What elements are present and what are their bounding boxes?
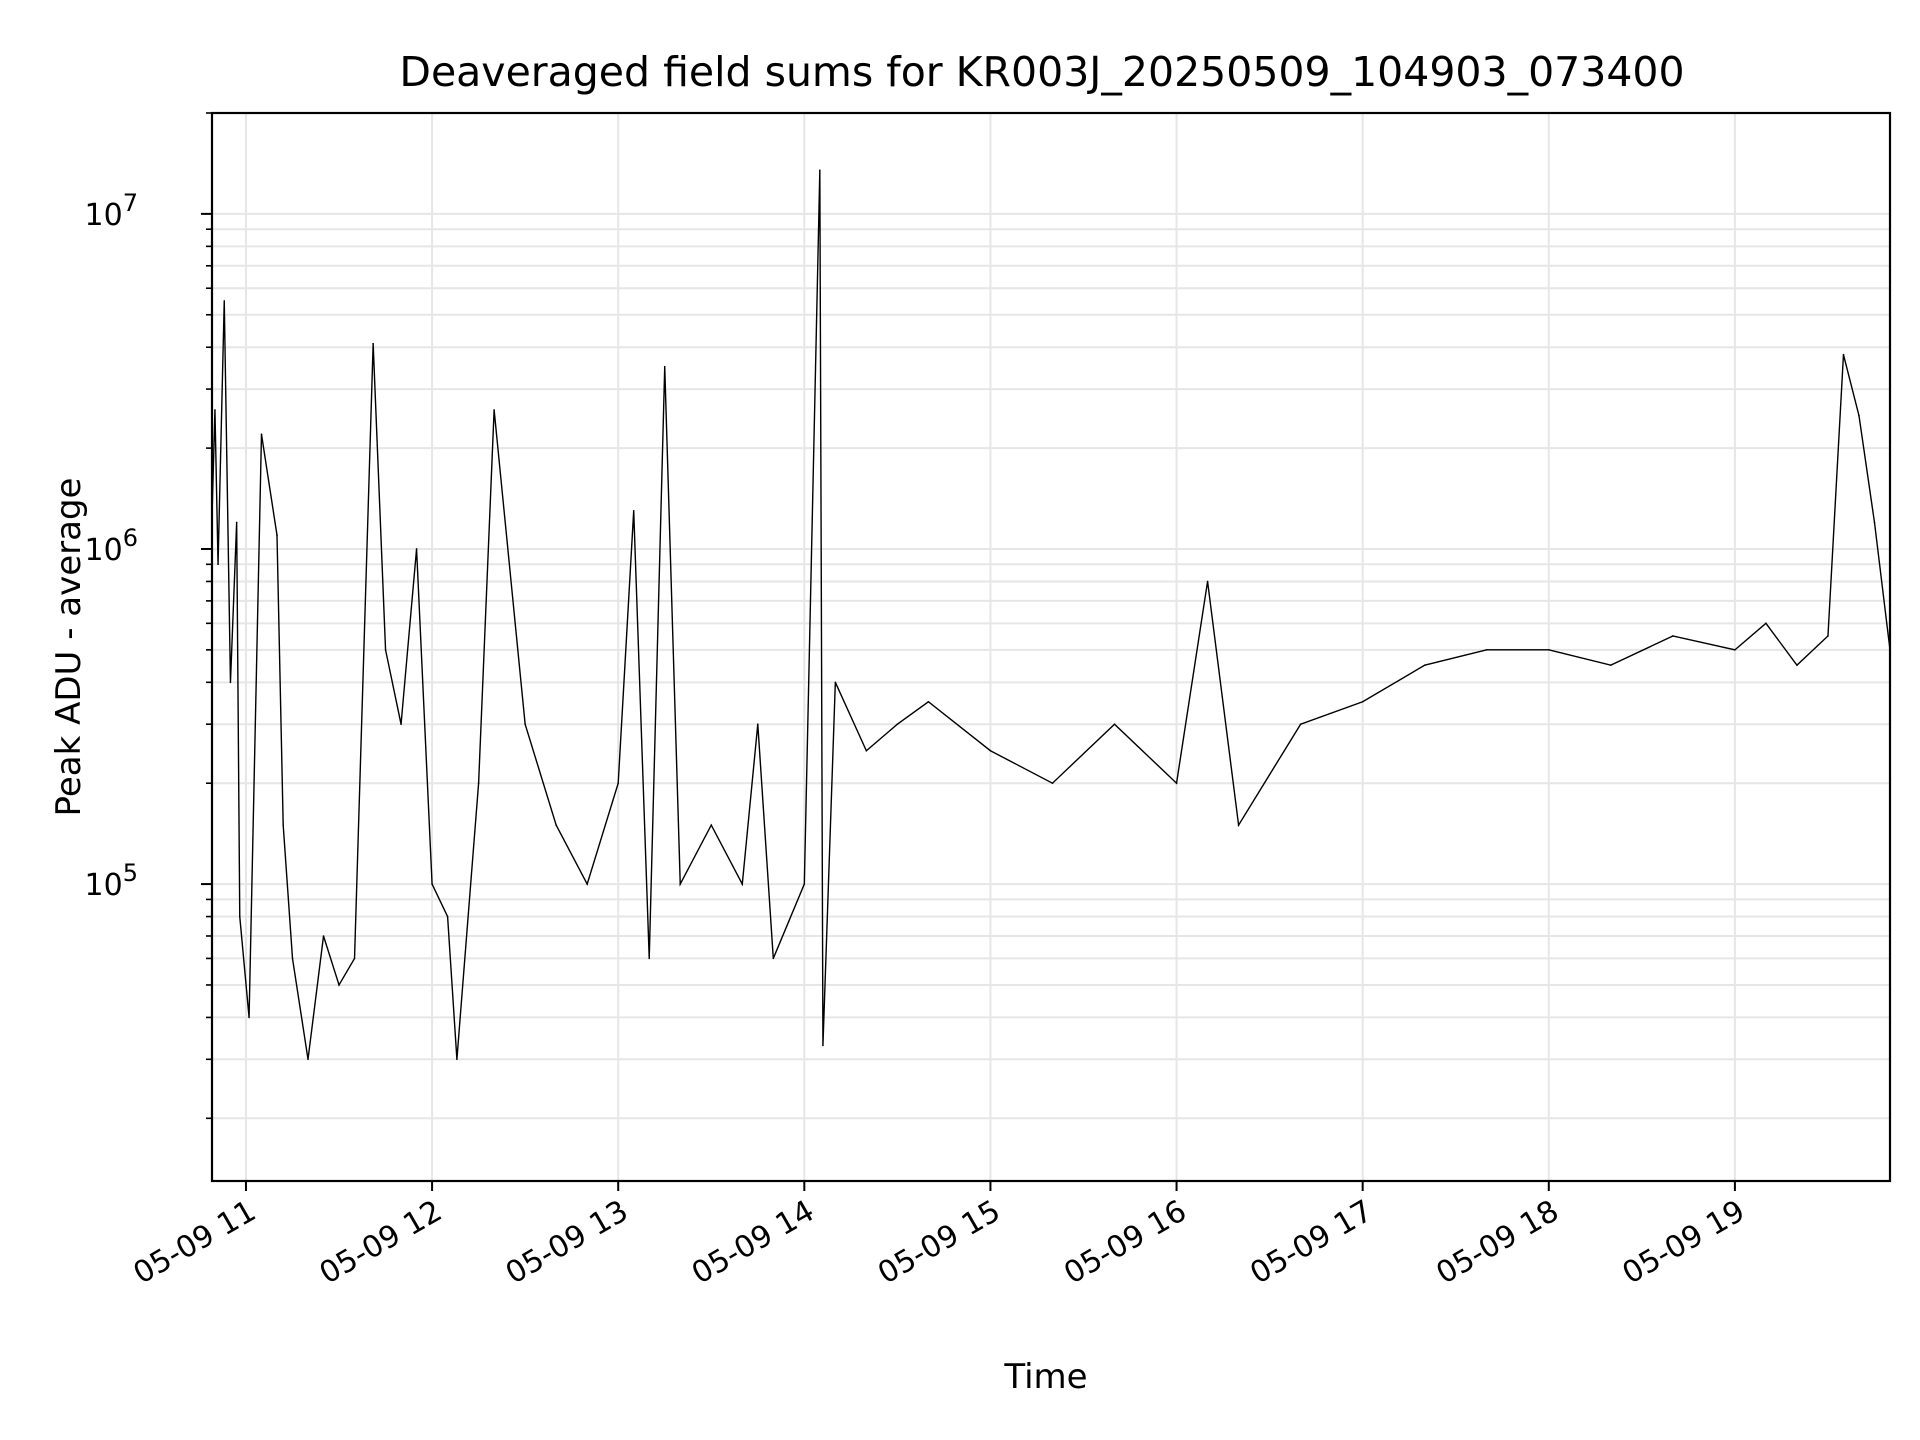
plot-area (210, 111, 1892, 1183)
grid-lines (212, 112, 1890, 1181)
data-point (1610, 664, 1612, 666)
data-point (372, 342, 374, 345)
y-tick-label-exponent: 5 (123, 859, 138, 887)
data-point (822, 1044, 824, 1047)
data-point (1842, 353, 1845, 356)
data-point (1858, 414, 1860, 417)
data-point (819, 169, 821, 172)
data-point (865, 749, 868, 752)
y-axis-label: Peak ADU - average (49, 478, 89, 817)
data-point (1361, 700, 1364, 703)
y-tick-label: 107 (85, 189, 138, 233)
data-point (415, 548, 418, 550)
data-point (772, 957, 775, 960)
data-point (1672, 635, 1674, 637)
data-point (1827, 635, 1829, 637)
y-tick-label-base: 10 (85, 868, 123, 903)
data-point (756, 723, 759, 725)
data-point (617, 782, 620, 785)
data-point (586, 883, 588, 885)
data-point (1485, 649, 1488, 651)
data-point (1423, 664, 1426, 666)
y-tick-label-exponent: 7 (123, 189, 138, 217)
data-point (663, 365, 666, 368)
data-point (307, 1058, 309, 1061)
data-point (741, 883, 744, 885)
data-point (223, 300, 226, 302)
data-point (291, 957, 294, 960)
data-point (456, 1058, 458, 1061)
plot-frame (210, 111, 1892, 1183)
data-point (384, 649, 387, 651)
data-point (1175, 782, 1178, 785)
data-point (1765, 622, 1767, 625)
chart-title: Deaveraged field sums for KR003J_2025050… (399, 48, 1684, 96)
data-point (217, 563, 219, 566)
data-point (400, 723, 402, 725)
x-axis-label: Time (1003, 1357, 1087, 1397)
data-point (1547, 649, 1550, 651)
data-point (322, 935, 325, 937)
data-point (260, 433, 263, 436)
data-point (1299, 723, 1302, 725)
data-point (896, 723, 899, 725)
data-point (524, 723, 526, 725)
data-point (1051, 782, 1054, 785)
y-tick-label: 106 (85, 524, 138, 568)
data-point (1206, 580, 1209, 583)
data-point (1873, 521, 1876, 524)
data-point (431, 883, 433, 885)
data-point (632, 509, 635, 512)
data-point (353, 957, 356, 960)
data-point (248, 1016, 250, 1019)
data-point (989, 749, 992, 752)
data-point (1237, 824, 1240, 826)
data-point (477, 782, 480, 785)
data-point (834, 681, 837, 684)
data-point (710, 824, 713, 826)
data-point (648, 957, 651, 960)
data-point (229, 681, 232, 684)
y-tick-label-base: 10 (85, 533, 123, 568)
data-point (276, 534, 278, 536)
data-point (679, 883, 682, 885)
data-point (555, 824, 557, 826)
y-tick-label-base: 10 (85, 198, 123, 233)
data-point (1734, 649, 1736, 651)
data-point (803, 883, 806, 885)
data-point (1113, 723, 1116, 725)
plot-background (212, 113, 1890, 1181)
data-point (235, 521, 238, 524)
data-point (1796, 664, 1798, 666)
data-point (446, 915, 449, 918)
data-point (338, 984, 340, 986)
data-point (927, 700, 930, 703)
y-tick-label: 105 (85, 859, 138, 903)
data-point (214, 409, 216, 411)
data-point (282, 824, 284, 826)
data-point (238, 915, 241, 918)
y-tick-label-exponent: 6 (123, 524, 138, 552)
data-point (493, 409, 495, 411)
